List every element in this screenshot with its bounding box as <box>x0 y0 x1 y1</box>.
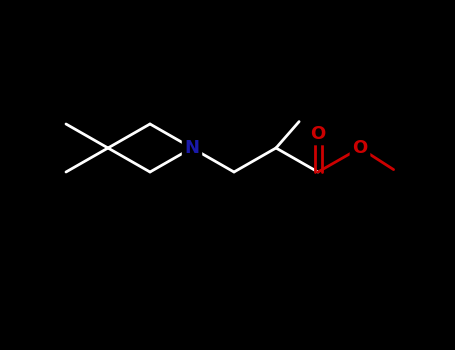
Text: O: O <box>352 139 368 157</box>
Text: N: N <box>184 139 199 157</box>
Text: O: O <box>310 125 326 142</box>
